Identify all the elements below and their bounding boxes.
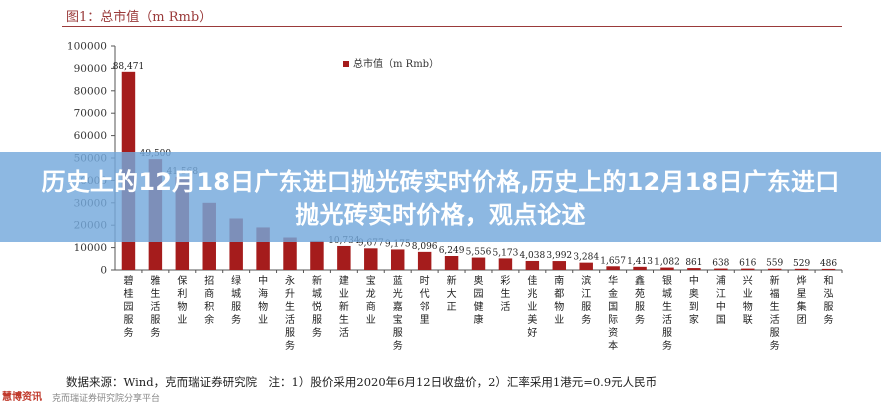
x-tick-label: 时代邻里	[420, 275, 430, 326]
x-tick-label: 银城生活服务	[662, 274, 672, 352]
x-tick-label: 浦江中国	[716, 274, 726, 326]
x-tick-label: 鑫苑服务	[635, 274, 645, 326]
watermark-logo: 慧博资讯	[2, 392, 42, 403]
figure-title: 图1：总市值（m Rmb）	[66, 10, 213, 25]
legend-swatch	[343, 61, 349, 67]
y-tick-label: 70000	[74, 108, 107, 120]
bar	[767, 268, 782, 270]
x-tick-label: 彩生活	[500, 275, 510, 313]
data-label: 638	[712, 259, 729, 269]
y-tick-label: 0	[100, 265, 107, 277]
x-tick-label: 新城悦服务	[312, 274, 322, 339]
x-tick-label: 华金国际资本	[608, 274, 618, 352]
bar	[364, 248, 378, 270]
y-tick-label: 100000	[67, 41, 107, 53]
data-label: 6,249	[439, 246, 465, 256]
x-tick-label: 绿城服务	[231, 274, 241, 326]
x-tick-label: 建业新生活	[339, 274, 349, 339]
x-tick-label: 和泓服务	[824, 275, 834, 326]
footer-subline: 克而瑞证券研究院分享平台	[52, 394, 161, 404]
bar	[498, 258, 513, 270]
x-tick-label: 奥园健康	[474, 274, 484, 326]
bar	[444, 256, 459, 270]
legend-label: 总市值（m Rmb）	[353, 57, 439, 70]
bar	[714, 268, 728, 270]
data-label: 8,096	[412, 242, 438, 252]
data-label: 9,175	[385, 239, 411, 249]
data-label: 3,284	[573, 253, 599, 263]
x-tick-label: 宝龙商业	[366, 274, 376, 326]
y-tick-label: 60000	[74, 130, 107, 142]
data-label: 9,677	[358, 238, 384, 248]
bar	[525, 260, 540, 270]
bar	[471, 257, 486, 270]
data-label: 529	[793, 259, 810, 269]
bar	[741, 268, 755, 270]
title-rule	[62, 26, 842, 27]
bar	[579, 262, 593, 270]
x-tick-label: 南都物业	[554, 274, 564, 326]
x-axis: 碧桂园服务 雅生活服务 保利物业 招商积余 绿城服务 中海物业 永升生活服务 新城悦服务 建业新…	[123, 270, 843, 352]
bar	[821, 268, 836, 270]
x-tick-label: 保利物业	[177, 274, 187, 326]
bar	[794, 268, 809, 270]
x-tick-label: 兴业物联	[743, 275, 753, 326]
x-tick-label: 碧桂园服务	[123, 275, 133, 339]
y-tick-label: 80000	[74, 85, 107, 97]
x-tick-label: 中海物业	[258, 274, 268, 326]
x-tick-label: 佳兆业美好	[527, 274, 537, 339]
bar	[606, 266, 620, 270]
y-tick-label: 90000	[74, 63, 107, 75]
data-label: 5,556	[466, 248, 492, 258]
x-tick-label: 中奥到家	[689, 274, 699, 326]
x-tick-label: 雅生活服务	[150, 274, 160, 339]
bar	[337, 245, 351, 270]
x-tick-label: 蓝光嘉宝服务	[393, 275, 403, 352]
x-tick-label: 滨江服务	[581, 274, 591, 326]
banner-title: 历史上的12月18日广东进口抛光砖实时价格,历史上的12月18日广东进口抛光砖实…	[41, 168, 840, 229]
data-label: 486	[820, 259, 837, 269]
x-tick-label: 新大正	[447, 274, 457, 313]
chart-legend: 总市值（m Rmb）	[343, 57, 439, 70]
data-label: 1,657	[600, 256, 626, 266]
data-label: 559	[766, 259, 783, 269]
data-label: 88,471	[113, 62, 145, 72]
bar	[417, 251, 432, 270]
data-label: 3,992	[546, 251, 572, 261]
x-tick-label: 招商积余	[204, 274, 214, 326]
x-tick-label: 永升生活服务	[285, 274, 295, 352]
title-banner: 历史上的12月18日广东进口抛光砖实时价格,历史上的12月18日广东进口抛光砖实…	[0, 152, 881, 242]
data-label: 1,413	[627, 257, 653, 267]
source-note: 数据来源：Wind，克而瑞证券研究院 注：1）股价采用2020年6月12日收盘价…	[66, 375, 658, 389]
bar	[633, 266, 647, 270]
bar	[310, 240, 324, 270]
x-tick-label: 新福生活服务	[770, 274, 780, 352]
bar	[552, 261, 567, 270]
data-label: 4,038	[519, 251, 545, 261]
bar	[687, 268, 701, 270]
data-label: 861	[685, 258, 702, 268]
bar	[390, 249, 405, 270]
bar	[660, 267, 674, 270]
data-label: 1,082	[654, 258, 680, 268]
x-tick-label: 烨星集团	[797, 274, 807, 326]
data-label: 616	[739, 259, 756, 269]
data-label: 5,173	[493, 248, 519, 258]
y-tick-label: 10000	[74, 242, 107, 254]
bar	[283, 237, 297, 270]
